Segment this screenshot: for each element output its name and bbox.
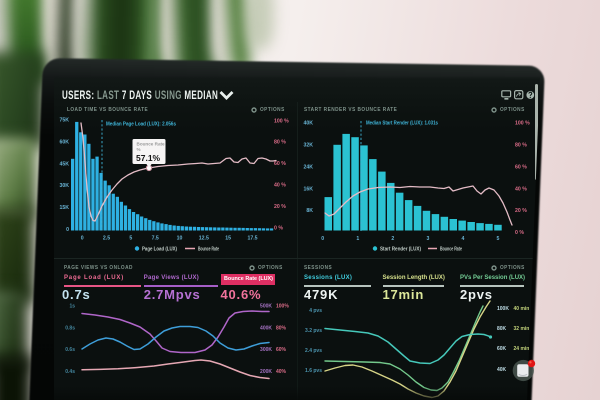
svg-text:0: 0 (66, 227, 69, 233)
svg-text:100 %: 100 % (515, 121, 530, 127)
svg-text:4: 4 (461, 236, 464, 242)
svg-text:Bounce Rate: Bounce Rate (198, 247, 219, 253)
svg-text:%: % (137, 147, 141, 152)
svg-text:5: 5 (129, 236, 132, 242)
svg-text:60 %: 60 % (274, 161, 286, 167)
svg-text:1s: 1s (69, 304, 75, 310)
svg-text:100K: 100K (497, 306, 509, 312)
svg-text:Median Page Load (LUX): 2.056s: Median Page Load (LUX): 2.056s (106, 122, 176, 128)
svg-text:15K: 15K (59, 205, 69, 211)
svg-text:5: 5 (497, 236, 500, 242)
svg-text:40 %: 40 % (515, 186, 527, 192)
svg-text:7.5: 7.5 (152, 236, 159, 242)
svg-text:15: 15 (225, 236, 231, 242)
svg-text:0: 0 (81, 236, 84, 242)
svg-text:60 %: 60 % (515, 164, 527, 170)
svg-text:57.1%: 57.1% (136, 153, 161, 163)
svg-text:0.6s: 0.6s (65, 347, 75, 353)
svg-text:40 %: 40 % (274, 183, 286, 189)
svg-text:200K: 200K (260, 369, 272, 375)
svg-text:20 %: 20 % (274, 204, 286, 210)
svg-text:17.5: 17.5 (247, 236, 257, 242)
svg-text:Bounce Rate: Bounce Rate (137, 142, 166, 147)
svg-text:60%: 60% (276, 347, 287, 353)
svg-text:100%: 100% (276, 304, 289, 310)
svg-text:60K: 60K (59, 139, 69, 145)
svg-text:24K: 24K (303, 164, 313, 170)
svg-text:Median Start Render (LUX): 1.0: Median Start Render (LUX): 1.031s (366, 121, 438, 127)
svg-text:20 %: 20 % (515, 208, 527, 214)
svg-text:40K: 40K (303, 121, 313, 127)
svg-text:12.5: 12.5 (199, 236, 209, 242)
svg-text:2: 2 (391, 236, 394, 242)
svg-text:1: 1 (356, 236, 359, 242)
svg-text:32K: 32K (303, 143, 313, 149)
svg-text:16K: 16K (303, 186, 313, 192)
svg-text:400K: 400K (260, 326, 272, 332)
svg-text:30K: 30K (59, 183, 69, 189)
svg-text:40 min: 40 min (514, 306, 530, 312)
svg-text:3.2 pvs: 3.2 pvs (305, 328, 322, 334)
svg-text:100 %: 100 % (274, 119, 289, 125)
svg-text:10: 10 (177, 236, 183, 242)
svg-text:40K: 40K (497, 367, 507, 373)
svg-text:75K: 75K (59, 118, 69, 124)
svg-text:45K: 45K (59, 161, 69, 167)
svg-text:8K: 8K (306, 208, 313, 214)
svg-text:24 min: 24 min (514, 346, 530, 352)
svg-text:500K: 500K (260, 304, 272, 310)
svg-text:80%: 80% (276, 326, 287, 332)
svg-text:2.4 pvs: 2.4 pvs (305, 348, 322, 354)
svg-text:0.8s: 0.8s (65, 326, 75, 332)
svg-text:0 %: 0 % (274, 226, 283, 232)
svg-text:4 pvs: 4 pvs (309, 308, 322, 314)
svg-text:80K: 80K (497, 326, 507, 332)
svg-text:80 %: 80 % (274, 140, 286, 146)
svg-text:Bounce Rate: Bounce Rate (440, 247, 462, 253)
svg-text:Page Load (LUX): Page Load (LUX) (142, 247, 177, 253)
svg-text:0.4s: 0.4s (65, 369, 75, 375)
svg-text:0 %: 0 % (515, 230, 524, 236)
svg-text:60K: 60K (497, 346, 507, 352)
svg-text:300K: 300K (260, 347, 272, 353)
svg-text:1.6 pvs: 1.6 pvs (305, 368, 322, 374)
svg-text:Start Render (LUX): Start Render (LUX) (380, 247, 421, 253)
svg-text:40%: 40% (276, 369, 287, 375)
svg-text:2.5: 2.5 (103, 236, 110, 242)
svg-text:3: 3 (426, 236, 429, 242)
svg-text:80 %: 80 % (515, 143, 527, 149)
svg-text:0: 0 (321, 236, 324, 242)
svg-text:32 min: 32 min (514, 326, 530, 332)
